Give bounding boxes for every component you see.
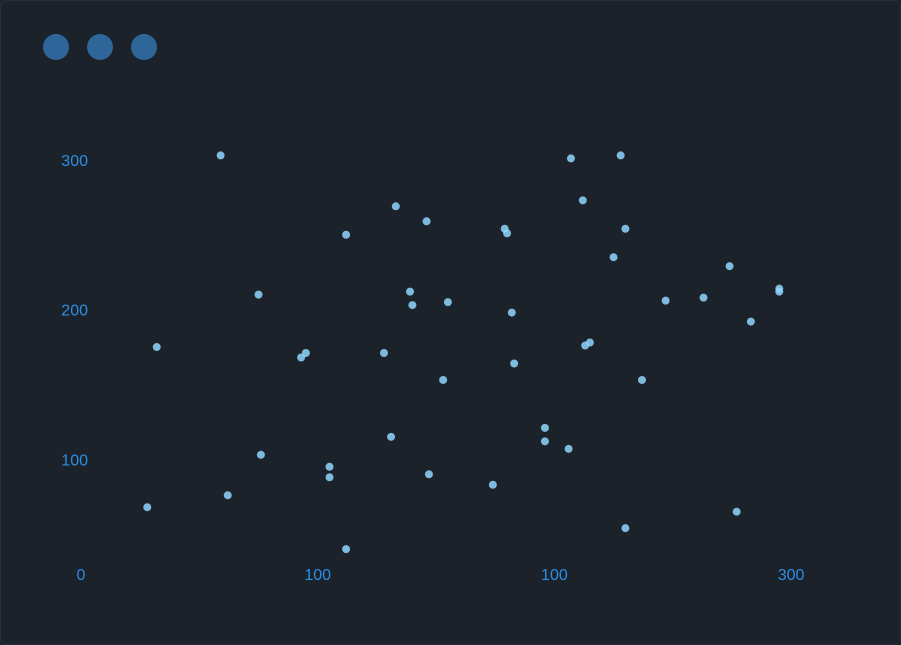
data-point: [443, 298, 452, 307]
x-tick-label: 100: [541, 567, 568, 584]
data-point: [223, 491, 232, 500]
data-point: [391, 202, 400, 211]
data-point: [297, 353, 306, 362]
data-point: [406, 287, 415, 296]
data-point: [699, 293, 708, 302]
data-point: [510, 359, 519, 368]
data-point: [746, 317, 755, 326]
data-point: [439, 375, 448, 384]
data-point: [637, 375, 646, 384]
data-point: [216, 151, 225, 160]
data-point: [661, 296, 670, 305]
data-point: [325, 462, 334, 471]
data-point: [488, 480, 497, 489]
x-tick-label: 100: [304, 567, 331, 584]
data-point: [621, 224, 630, 233]
y-tick-label: 200: [61, 303, 88, 320]
data-point: [616, 151, 625, 160]
data-point: [578, 196, 587, 205]
data-point: [342, 545, 351, 554]
data-point: [143, 503, 152, 512]
data-point: [725, 262, 734, 271]
data-point: [342, 230, 351, 239]
data-point: [408, 301, 417, 310]
y-axis: 100 200 300: [61, 153, 88, 469]
data-point: [732, 507, 741, 516]
data-point: [503, 229, 512, 238]
circle-icon: [87, 34, 113, 60]
data-point: [585, 338, 594, 347]
data-point: [152, 343, 161, 352]
circle-icon: [43, 34, 69, 60]
y-tick-label: 300: [61, 153, 88, 170]
x-axis: 0 100 100 300: [77, 567, 805, 584]
data-point: [422, 217, 431, 226]
data-point: [256, 450, 265, 459]
data-point: [540, 437, 549, 446]
data-point: [564, 444, 573, 453]
data-point: [254, 290, 263, 299]
data-point: [424, 470, 433, 479]
data-point: [775, 287, 784, 296]
circle-icon: [131, 34, 157, 60]
data-point: [387, 432, 396, 441]
x-tick-label: 0: [77, 567, 86, 584]
data-point: [566, 154, 575, 163]
points: [143, 151, 784, 554]
data-point: [540, 423, 549, 432]
data-point: [379, 349, 388, 358]
y-tick-label: 100: [61, 452, 88, 469]
data-point: [507, 308, 516, 317]
x-tick-label: 300: [778, 567, 805, 584]
data-point: [325, 473, 334, 482]
data-point: [609, 253, 618, 262]
data-point: [621, 524, 630, 533]
